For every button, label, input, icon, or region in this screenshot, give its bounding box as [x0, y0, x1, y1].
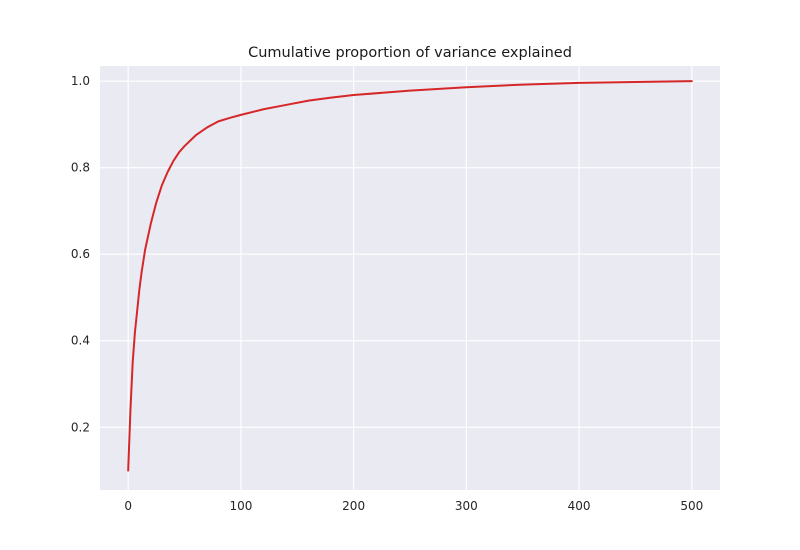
- plot-background: [100, 66, 720, 490]
- y-tick-label: 0.2: [71, 420, 90, 434]
- y-tick-label: 0.4: [71, 334, 90, 348]
- x-tick-label: 400: [568, 499, 591, 513]
- y-tick-label: 0.8: [71, 161, 90, 175]
- series-line: [127, 80, 693, 472]
- x-tick-label: 100: [229, 499, 252, 513]
- x-tick-label: 200: [342, 499, 365, 513]
- series-layer: [127, 80, 693, 472]
- x-tick-label: 500: [680, 499, 703, 513]
- y-tick-label: 1.0: [71, 74, 90, 88]
- tick-labels: 0 100 200 300 400 500 0.2 0.4 0.6 0.8 1.0: [71, 74, 703, 513]
- chart-title: Cumulative proportion of variance explai…: [248, 45, 572, 61]
- x-tick-label: 300: [455, 499, 478, 513]
- grid: [100, 66, 720, 490]
- x-tick-label: 0: [124, 499, 132, 513]
- y-tick-label: 0.6: [71, 247, 90, 261]
